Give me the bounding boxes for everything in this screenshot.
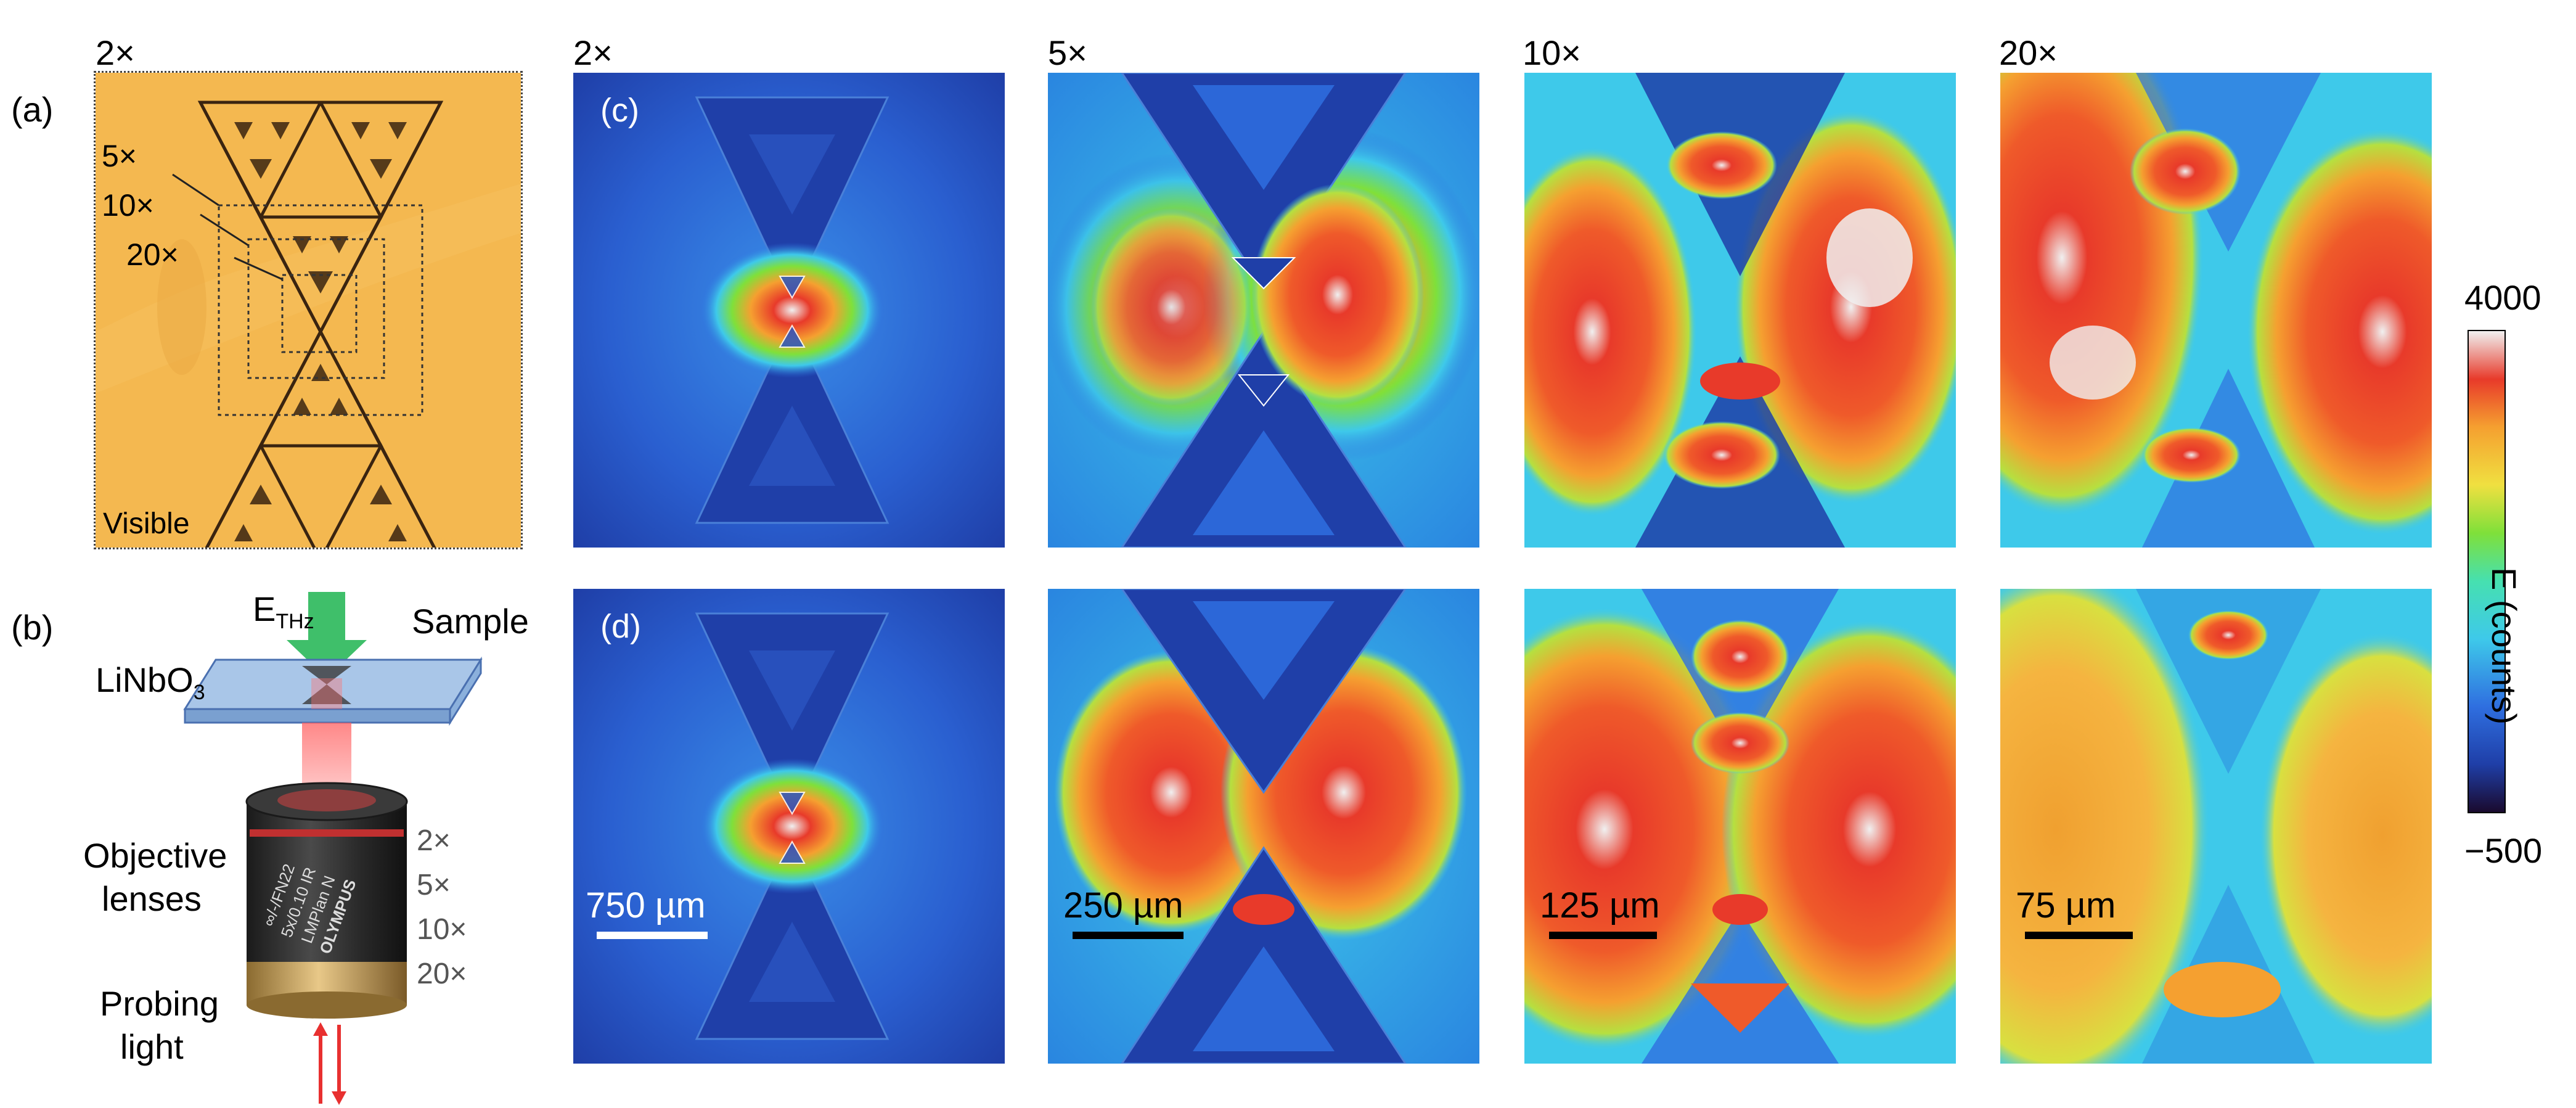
colorbar-title: E (counts) xyxy=(2485,567,2524,725)
map-c-10x xyxy=(1524,73,1956,548)
scale-bar-75 xyxy=(2025,932,2133,939)
scale-bar-125 xyxy=(1549,932,1657,939)
col-mag-20x: 20× xyxy=(1999,33,2058,72)
colorbar-min-label: −500 xyxy=(2464,831,2543,870)
magnification-list: 2× 5× 10× 20× xyxy=(417,824,467,990)
colorbar-max-label: 4000 xyxy=(2464,278,2541,317)
sample-label: Sample xyxy=(412,602,529,641)
scale-bar-750 xyxy=(597,932,708,939)
col-mag-5x: 5× xyxy=(1048,33,1087,72)
probing-label-line2: light xyxy=(120,1027,184,1066)
col-mag-10x: 10× xyxy=(1523,33,1581,72)
objective-label-line1: Objective xyxy=(83,836,227,875)
scale-bar-label-75: 75 µm xyxy=(2016,885,2116,925)
map-d-10x: 125 µm xyxy=(1524,589,1956,1064)
rect-label-20x: 20× xyxy=(126,237,179,272)
col-mag-visible: 2× xyxy=(96,33,135,72)
crystal-label: LiNbO3 xyxy=(96,660,205,705)
rect-label-10x: 10× xyxy=(102,188,154,223)
map-c-20x xyxy=(2000,73,2432,548)
objective-label-line2: lenses xyxy=(102,879,202,918)
map-d-5x: 250 µm xyxy=(1048,589,1479,1064)
scale-bar-label-250: 250 µm xyxy=(1063,885,1184,925)
probing-label-line1: Probing xyxy=(100,984,219,1023)
panel-letter-d: (d) xyxy=(600,608,641,645)
colorbar xyxy=(2468,330,2506,813)
map-c-2x: (c) xyxy=(573,73,1005,548)
panel-letter-b: (b) xyxy=(11,608,54,647)
scale-bar-250 xyxy=(1073,932,1184,939)
visible-label: Visible xyxy=(103,507,190,540)
map-c-5x xyxy=(1048,73,1479,548)
setup-schematic: ETHz Sample LiNbO3 Objective lenses Prob… xyxy=(74,586,555,1105)
map-d-20x: 75 µm xyxy=(2000,589,2432,1064)
field-label: ETHz xyxy=(253,589,314,634)
col-mag-2x: 2× xyxy=(573,33,613,72)
map-d-2x: (d) 750 µm xyxy=(573,589,1005,1064)
scale-bar-label-750: 750 µm xyxy=(586,885,706,925)
visible-image-panel: Visible 5× 10× 20× xyxy=(94,71,523,549)
panel-letter-a: (a) xyxy=(11,90,54,129)
panel-letter-c: (c) xyxy=(600,92,639,129)
scale-bar-label-125: 125 µm xyxy=(1540,885,1660,925)
rect-label-5x: 5× xyxy=(102,139,137,173)
